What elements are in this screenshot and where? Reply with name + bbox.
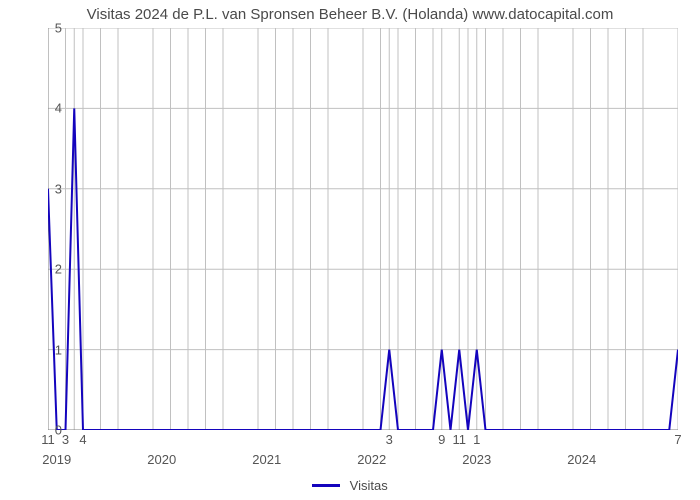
plot-area [48, 28, 678, 430]
x-year-label: 2024 [567, 452, 596, 467]
x-tick-label: 11 [453, 432, 467, 447]
legend-swatch [312, 484, 340, 487]
y-tick-label: 1 [22, 342, 62, 357]
x-year-label: 2020 [147, 452, 176, 467]
y-tick-label: 4 [22, 101, 62, 116]
x-tick-label: 11 [41, 432, 55, 447]
x-tick-label: 3 [386, 432, 393, 447]
legend: Visitas [0, 478, 700, 493]
chart-svg [48, 28, 678, 430]
x-tick-label: 9 [438, 432, 445, 447]
x-year-label: 2023 [462, 452, 491, 467]
x-tick-label: 3 [62, 432, 69, 447]
legend-label: Visitas [350, 478, 388, 493]
x-tick-label: 7 [674, 432, 681, 447]
x-tick-label: 1 [473, 432, 480, 447]
chart-title: Visitas 2024 de P.L. van Spronsen Beheer… [0, 6, 700, 23]
y-tick-label: 3 [22, 181, 62, 196]
y-tick-label: 5 [22, 21, 62, 36]
x-year-label: 2022 [357, 452, 386, 467]
x-year-label: 2019 [42, 452, 71, 467]
x-tick-label: 4 [79, 432, 86, 447]
y-tick-label: 2 [22, 262, 62, 277]
chart-container: Visitas 2024 de P.L. van Spronsen Beheer… [0, 0, 700, 500]
x-year-label: 2021 [252, 452, 281, 467]
